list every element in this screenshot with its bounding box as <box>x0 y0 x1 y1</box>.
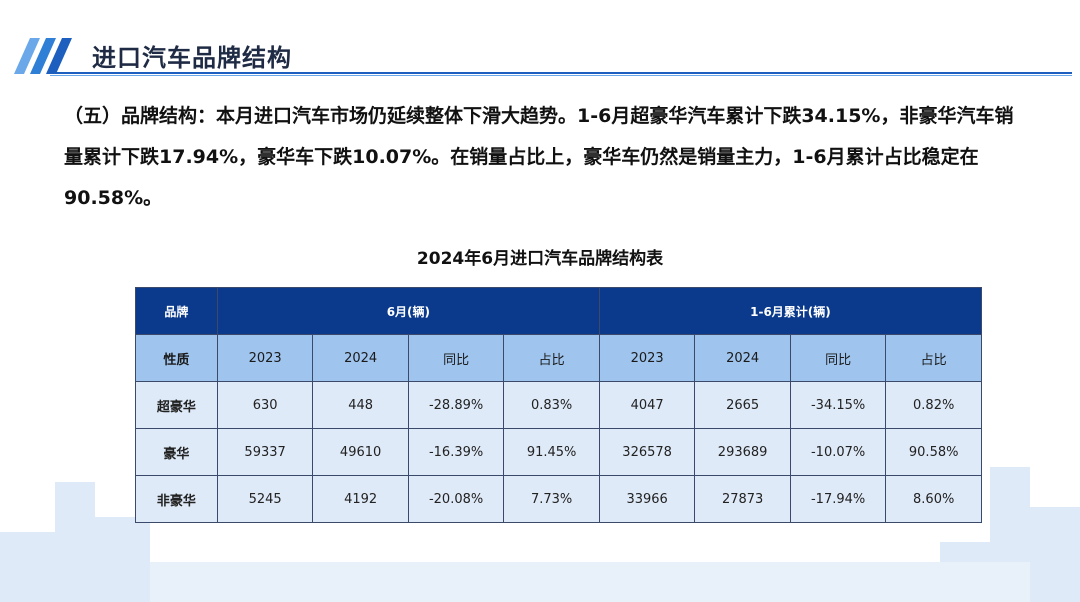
table-cell: 630 <box>216 381 314 429</box>
table-cell: -17.94% <box>789 475 887 523</box>
table-cell: -28.89% <box>407 381 505 429</box>
table-subheader-row: 性质 2023 2024 同比 占比 2023 2024 同比 占比 <box>135 334 982 382</box>
table-cell: 293689 <box>694 428 791 476</box>
table-cell: 448 <box>312 381 409 429</box>
header-divider <box>50 72 1072 74</box>
subheader-cell: 占比 <box>885 334 982 382</box>
table-row: 豪华 59337 49610 -16.39% 91.45% 326578 293… <box>135 428 982 476</box>
table-cell: -16.39% <box>407 428 505 476</box>
table-cell: 8.60% <box>885 475 982 523</box>
subheader-cell: 2024 <box>694 334 791 382</box>
subheader-cell: 同比 <box>789 334 887 382</box>
table-cell: 90.58% <box>885 428 982 476</box>
table-cell: 27873 <box>694 475 791 523</box>
table-cell: -20.08% <box>407 475 505 523</box>
header-brand: 品牌 <box>135 287 218 335</box>
table-cell-brand: 超豪华 <box>135 381 218 429</box>
summary-paragraph: （五）品牌结构：本月进口汽车市场仍延续整体下滑大趋势。1-6月超豪华汽车累计下跌… <box>64 105 1014 209</box>
table-cell: -34.15% <box>789 381 887 429</box>
table-cell: 7.73% <box>503 475 600 523</box>
table-cell: 326578 <box>598 428 696 476</box>
subheader-cell: 2023 <box>216 334 314 382</box>
table-cell: -10.07% <box>789 428 887 476</box>
header-divider-thin <box>50 75 1072 76</box>
background-skyline <box>0 462 1080 602</box>
subheader-cell: 2024 <box>312 334 409 382</box>
header-cumulative: 1-6月累计(辆) <box>598 287 983 335</box>
table-cell: 0.83% <box>503 381 600 429</box>
page-title: 进口汽车品牌结构 <box>92 44 292 72</box>
table-cell: 91.45% <box>503 428 600 476</box>
subheader-cell: 2023 <box>598 334 696 382</box>
header-stripes-icon <box>8 38 73 74</box>
table-cell: 49610 <box>312 428 409 476</box>
subheader-cell: 占比 <box>503 334 600 382</box>
header-june: 6月(辆) <box>216 287 600 335</box>
table-cell: 59337 <box>216 428 314 476</box>
subheader-cell: 性质 <box>135 334 218 382</box>
table-cell: 0.82% <box>885 381 982 429</box>
subheader-cell: 同比 <box>407 334 505 382</box>
table-title: 2024年6月进口汽车品牌结构表 <box>416 249 664 269</box>
brand-structure-table: 品牌 6月(辆) 1-6月累计(辆) 性质 2023 2024 同比 占比 20… <box>135 287 983 523</box>
table-cell: 2665 <box>694 381 791 429</box>
table-header-row: 品牌 6月(辆) 1-6月累计(辆) <box>135 287 983 335</box>
table-row: 非豪华 5245 4192 -20.08% 7.73% 33966 27873 … <box>135 475 982 523</box>
table-row: 超豪华 630 448 -28.89% 0.83% 4047 2665 -34.… <box>135 381 982 429</box>
table-cell: 4192 <box>312 475 409 523</box>
table-cell: 4047 <box>598 381 696 429</box>
table-cell-brand: 豪华 <box>135 428 218 476</box>
table-cell: 5245 <box>216 475 314 523</box>
table-cell: 33966 <box>598 475 696 523</box>
table-cell-brand: 非豪华 <box>135 475 218 523</box>
